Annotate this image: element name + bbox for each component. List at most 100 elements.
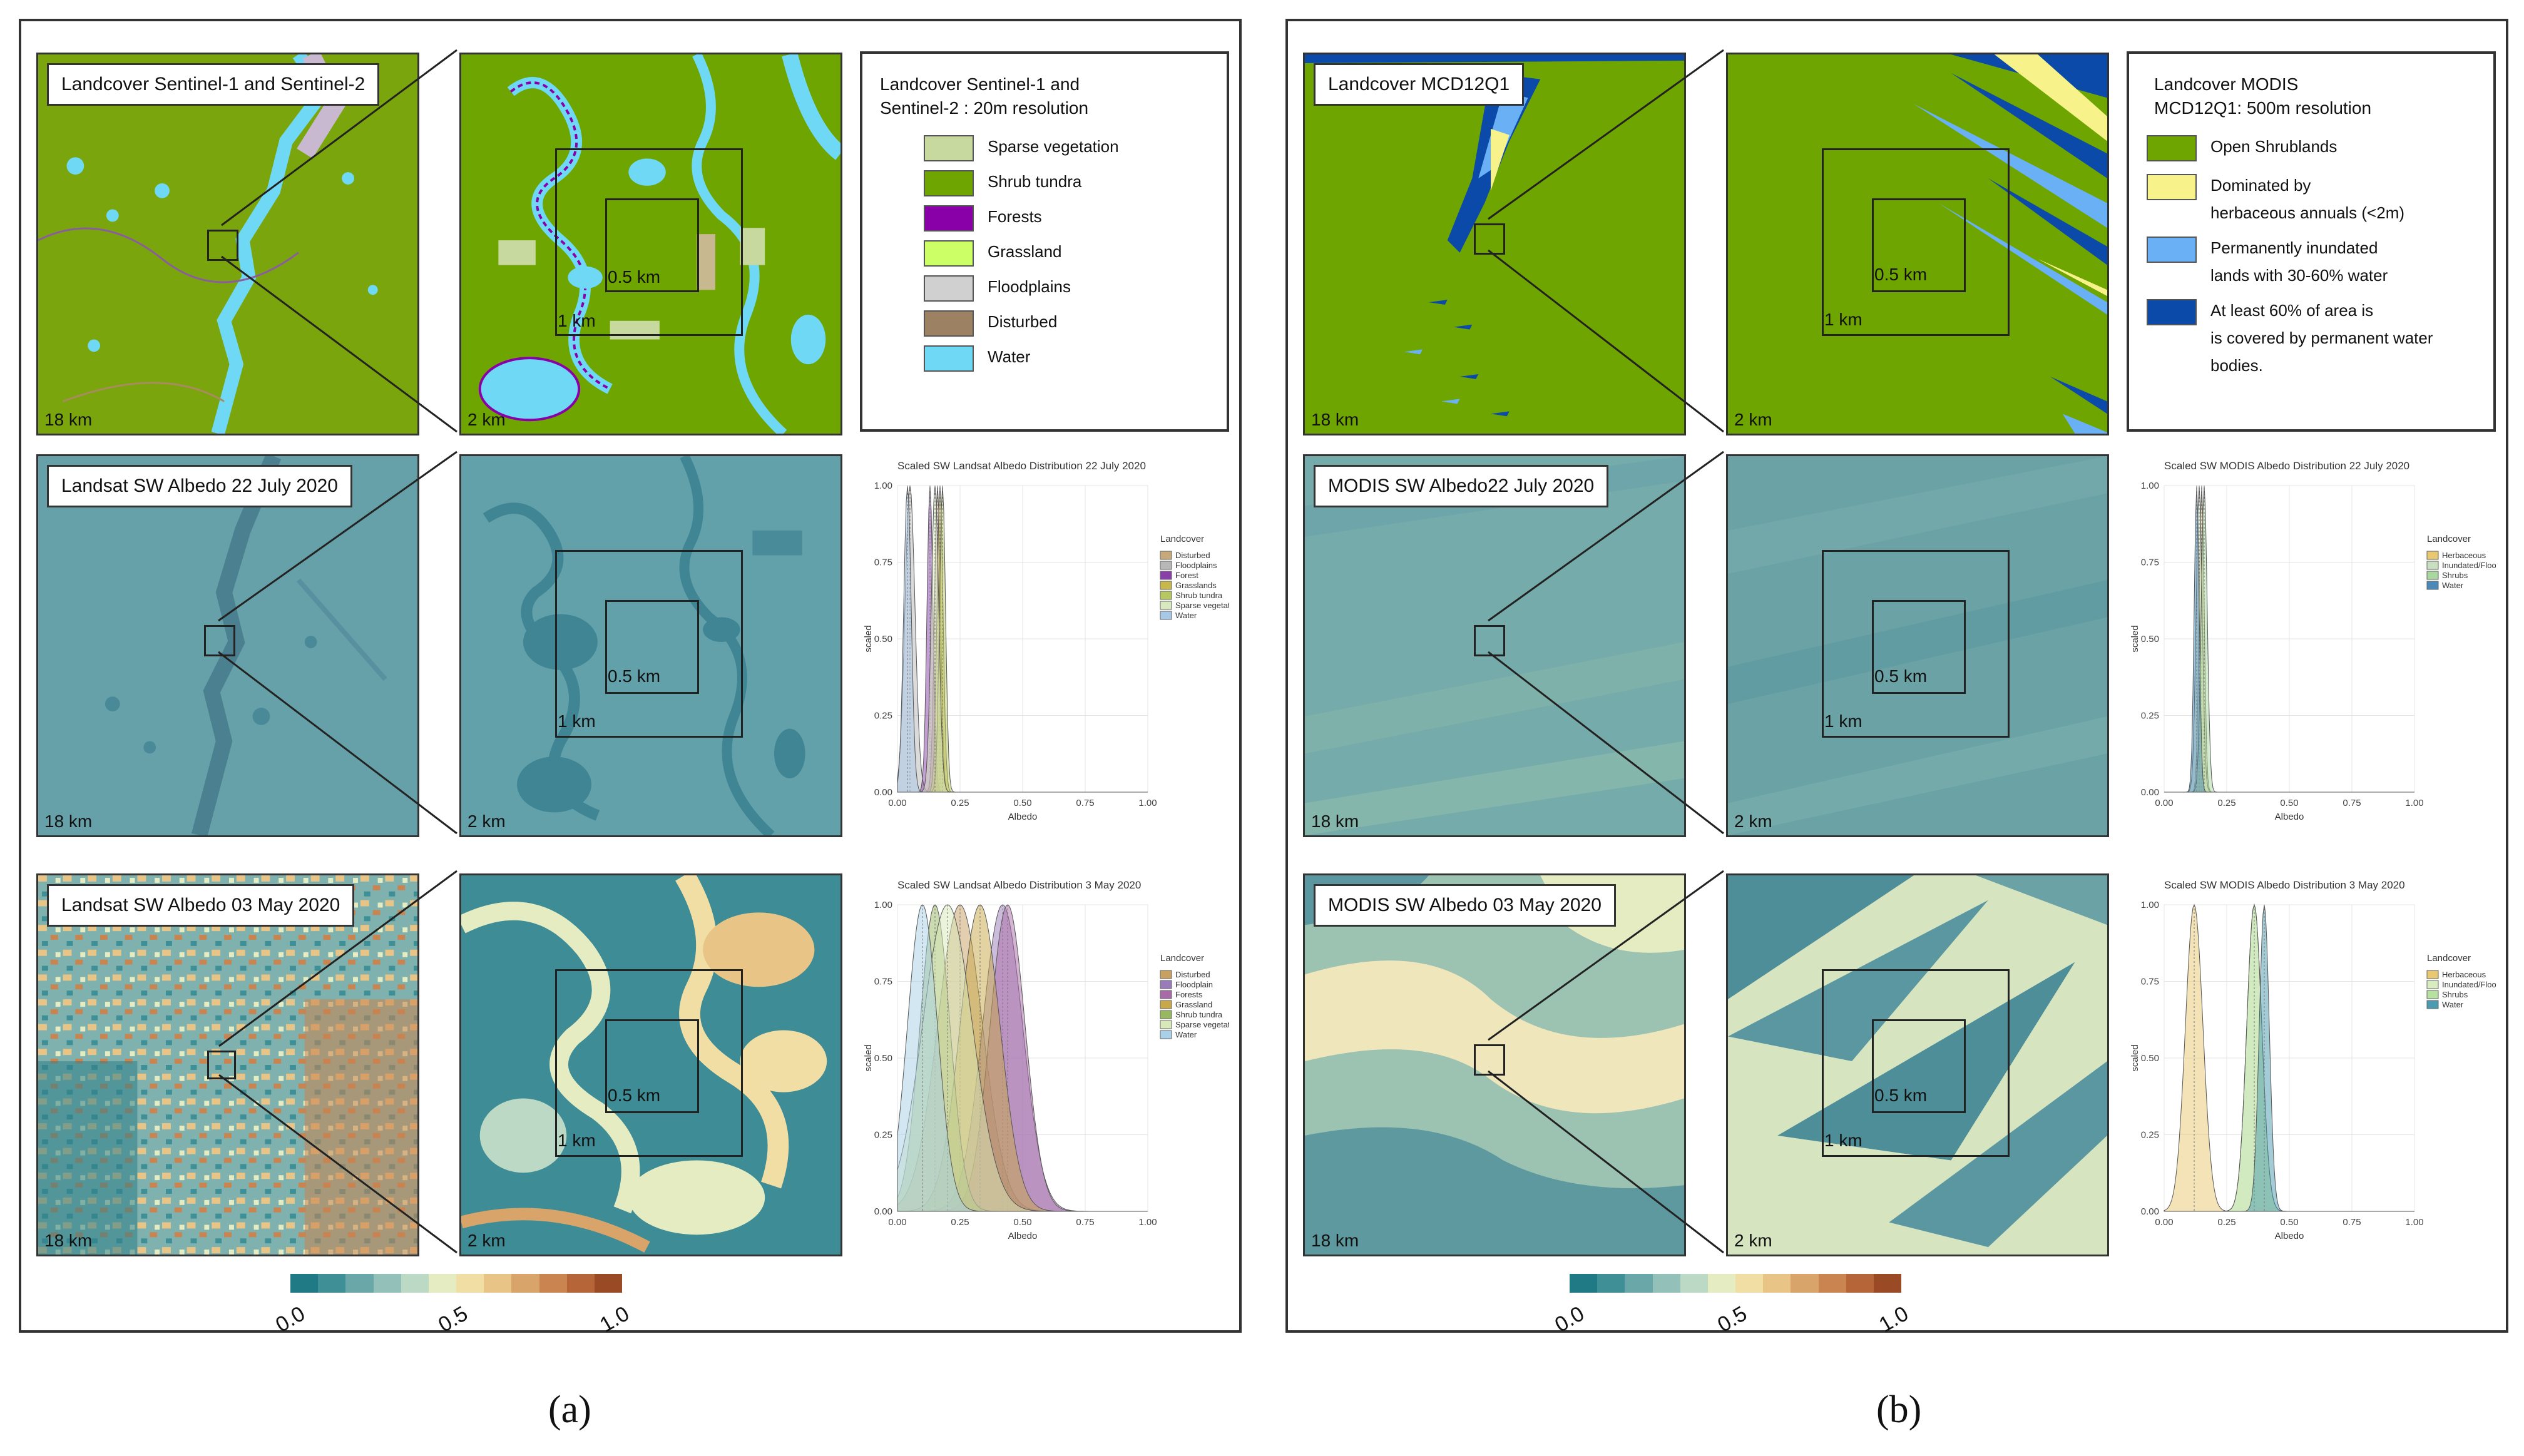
x-tick-label: 0.75 <box>2343 1217 2361 1228</box>
y-tick-label: 1.00 <box>874 900 892 910</box>
panel-a: Landcover Sentinel-1 and Sentinel-2 18 k… <box>19 19 1242 1337</box>
legend-items: Sparse vegetation Shrub tundra Forests Gras… <box>880 135 1209 372</box>
colorbar-max-label: 1.0 <box>596 1301 633 1337</box>
x-axis-label: Albedo <box>1008 812 1038 822</box>
y-axis-label: scaled <box>863 1044 874 1071</box>
figure-label-a: (a) <box>548 1388 591 1431</box>
colorbar-step <box>1625 1274 1653 1293</box>
colorbar-step <box>1791 1274 1819 1293</box>
x-tick-label: 1.00 <box>1138 1217 1157 1228</box>
y-tick-label: 0.75 <box>874 557 892 568</box>
colorbar-step <box>1680 1274 1708 1293</box>
legend-item: Disturbed <box>924 310 1209 337</box>
legend-swatch <box>1160 1010 1172 1019</box>
colorbar-step <box>1597 1274 1625 1293</box>
landcover-legend-a: Landcover Sentinel-1 and Sentinel-2 : 20… <box>860 51 1229 432</box>
x-tick-label: 0.75 <box>2343 798 2361 808</box>
legend-label: Water <box>2442 1000 2464 1009</box>
scale-label: 2 km <box>468 410 506 429</box>
legend-label: lands with 30-60% water <box>2210 266 2388 285</box>
legend-label: Water <box>1175 611 1197 620</box>
inner-box-label: 0.5 km <box>1874 666 1928 686</box>
x-axis-label: Albedo <box>1008 1231 1038 1241</box>
legend-title: Landcover MODIS MCD12Q1: 500m resolution <box>2154 74 2372 118</box>
legend-swatch <box>1160 1000 1172 1009</box>
legend-swatch <box>1160 561 1172 570</box>
chart-title: Scaled SW MODIS Albedo Distribution 3 Ma… <box>2164 879 2405 891</box>
legend-label: Forests <box>988 207 1042 226</box>
modis-july-map: MODIS SW Albedo22 July 2020 18 km <box>1303 454 1686 837</box>
y-tick-label: 0.25 <box>2141 711 2159 721</box>
inner-box-label: 0.5 km <box>1874 1086 1928 1105</box>
y-tick-label: 0.25 <box>874 711 892 721</box>
chart-title: Scaled SW Landsat Albedo Distribution 22… <box>897 460 1146 472</box>
x-tick-label: 0.25 <box>951 1217 969 1228</box>
legend-label: Shrub tundra <box>1175 591 1223 600</box>
density-area <box>2164 485 2414 793</box>
scale-label: 18 km <box>44 812 93 831</box>
landsat-july-zoom: 0.5 km 1 km 2 km <box>459 454 842 837</box>
legend-label: Water <box>2442 581 2464 590</box>
x-tick-label: 1.00 <box>2405 798 2423 808</box>
outer-box-label: 1 km <box>1824 711 1862 731</box>
legend-title: Landcover <box>2427 953 2471 964</box>
legend-swatch <box>2426 1000 2439 1009</box>
landsat-may-zoom: 0.5 km 1 km 2 km <box>459 873 842 1256</box>
landcover-modis-zoom: 0.5 km 1 km 2 km <box>1726 53 2109 435</box>
legend-label: is covered by permanent water <box>2210 328 2433 347</box>
x-tick-label: 0.50 <box>2280 798 2298 808</box>
landsat-july-map: Landsat SW Albedo 22 July 2020 18 km <box>36 454 419 837</box>
y-axis-label: scaled <box>863 625 874 652</box>
modis-july-zoom: 0.5 km 1 km 2 km <box>1726 454 2109 837</box>
y-tick-label: 0.50 <box>874 634 892 644</box>
y-tick-label: 0.00 <box>2141 1206 2159 1217</box>
density-plot-svg: Scaled SW MODIS Albedo Distribution 3 Ma… <box>2130 879 2501 1241</box>
inset-box <box>1474 223 1505 255</box>
legend-item: Grassland <box>924 240 1209 267</box>
legend-label: Herbaceous <box>2442 970 2486 979</box>
x-tick-label: 0.75 <box>1076 798 1094 808</box>
zoom-inner-box <box>605 600 699 694</box>
scale-label: 2 km <box>1734 1231 1772 1250</box>
colorbar-step <box>484 1274 512 1293</box>
legend-item: Floodplains <box>924 275 1209 302</box>
x-axis-label: Albedo <box>2275 812 2304 822</box>
zoom-outer-box <box>555 148 743 336</box>
colorbar-step <box>345 1274 374 1293</box>
panel-b: Landcover MCD12Q1 18 km 0.5 km 1 km 2 km… <box>1285 19 2508 1337</box>
inset-box <box>207 230 238 261</box>
legend-label: Disturbed <box>1175 551 1210 560</box>
legend-label: Sparse vegetation <box>1175 1020 1229 1029</box>
legend-swatch <box>1160 591 1172 600</box>
chart-title: Scaled SW Landsat Albedo Distribution 3 … <box>897 879 1141 891</box>
outer-box-label: 1 km <box>558 711 596 731</box>
legend-swatch <box>2147 299 2197 325</box>
legend-label: Inundated/Flood <box>2442 561 2496 570</box>
colorbar-step <box>318 1274 346 1293</box>
outer-box-label: 1 km <box>1824 1131 1862 1150</box>
legend-swatch <box>1160 581 1172 590</box>
inset-box <box>207 1051 236 1079</box>
legend-swatch <box>924 135 974 161</box>
legend-label: Water <box>1175 1030 1197 1039</box>
colorbar-step <box>539 1274 567 1293</box>
y-tick-label: 1.00 <box>2141 900 2159 910</box>
colorbar-step <box>401 1274 429 1293</box>
x-tick-label: 1.00 <box>2405 1217 2423 1228</box>
legend-label: Grassland <box>988 242 1062 261</box>
modis-may-map: MODIS SW Albedo 03 May 2020 18 km <box>1303 873 1686 1256</box>
y-tick-label: 1.00 <box>874 481 892 491</box>
legend-swatch <box>1160 571 1172 580</box>
legend-label: Dominated by <box>2210 176 2311 195</box>
landsat-may-map: Landsat SW Albedo 03 May 2020 18 km <box>36 873 419 1256</box>
density-area <box>897 485 1148 793</box>
legend-title: Landcover <box>2427 534 2471 544</box>
colorbar-step <box>428 1274 457 1293</box>
colorbar-step <box>1707 1274 1736 1293</box>
legend-swatch <box>2426 561 2439 570</box>
y-tick-label: 0.00 <box>874 787 892 798</box>
colorbar-step <box>1652 1274 1680 1293</box>
map-title: Landsat SW Albedo 03 May 2020 <box>47 884 355 927</box>
legend-swatch <box>2147 237 2197 263</box>
colorbar-step <box>373 1274 401 1293</box>
